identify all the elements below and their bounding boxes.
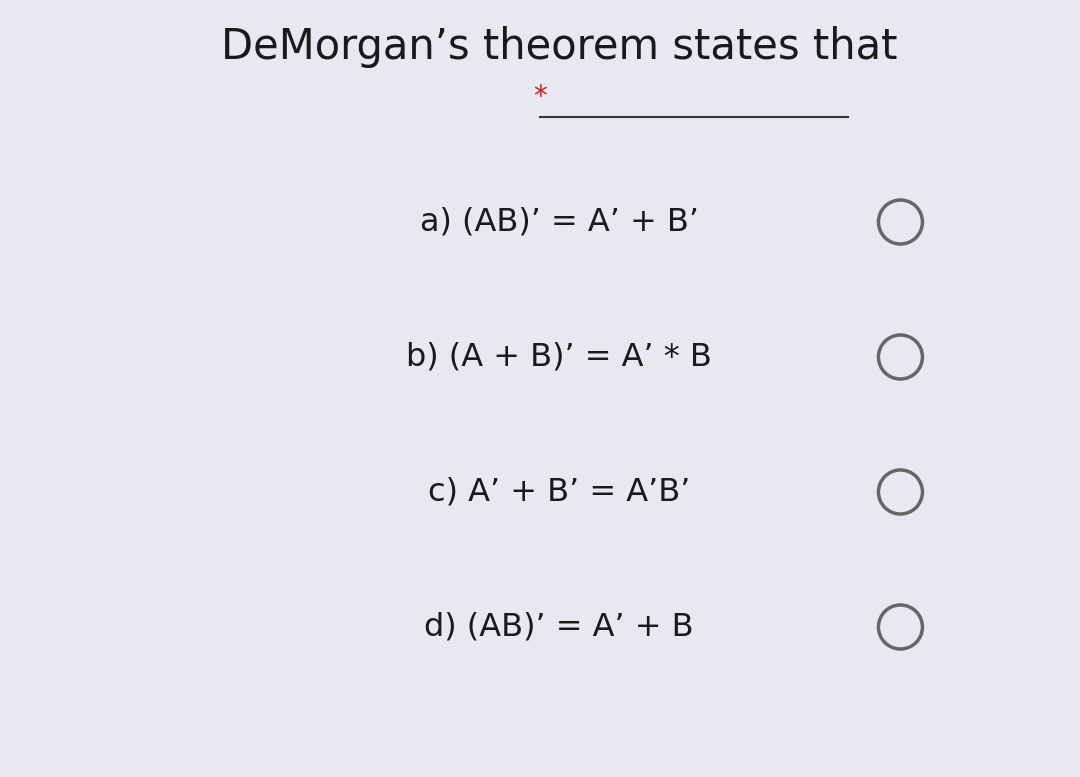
Text: c) A’ + B’ = A’B’: c) A’ + B’ = A’B’ [428,476,690,507]
Text: DeMorgan’s theorem states that: DeMorgan’s theorem states that [221,26,897,68]
Text: *: * [534,83,546,111]
Text: b) (A + B)’ = A’ * B: b) (A + B)’ = A’ * B [406,342,712,372]
Text: d) (AB)’ = A’ + B: d) (AB)’ = A’ + B [424,611,694,643]
Text: a) (AB)’ = A’ + B’: a) (AB)’ = A’ + B’ [420,207,699,238]
